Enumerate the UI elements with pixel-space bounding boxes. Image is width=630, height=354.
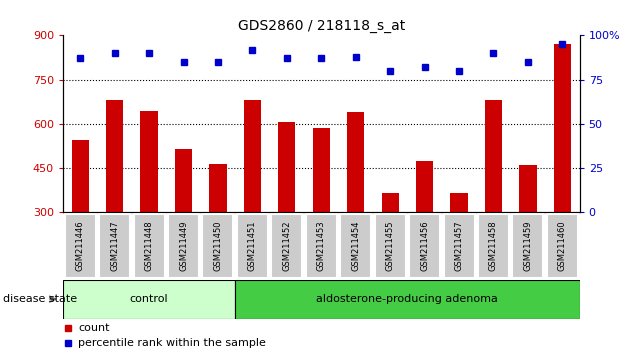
Text: GSM211446: GSM211446 <box>76 221 84 272</box>
Bar <box>485 100 502 212</box>
FancyBboxPatch shape <box>375 214 406 278</box>
Text: GSM211451: GSM211451 <box>248 221 257 271</box>
Text: aldosterone-producing adenoma: aldosterone-producing adenoma <box>316 294 498 304</box>
Bar <box>72 140 89 212</box>
Bar <box>312 128 330 212</box>
Bar <box>416 161 433 212</box>
Bar <box>175 149 192 212</box>
Bar <box>106 100 123 212</box>
Text: GSM211460: GSM211460 <box>558 221 567 272</box>
FancyBboxPatch shape <box>306 214 337 278</box>
FancyBboxPatch shape <box>235 280 580 319</box>
Bar <box>140 110 158 212</box>
Text: GSM211448: GSM211448 <box>145 221 154 272</box>
Bar <box>382 193 399 212</box>
Text: GSM211453: GSM211453 <box>317 221 326 272</box>
Text: disease state: disease state <box>3 294 77 304</box>
Bar <box>278 122 295 212</box>
Bar <box>244 100 261 212</box>
Text: GSM211457: GSM211457 <box>455 221 464 272</box>
Title: GDS2860 / 218118_s_at: GDS2860 / 218118_s_at <box>238 19 405 33</box>
Bar <box>209 164 227 212</box>
FancyBboxPatch shape <box>237 214 268 278</box>
FancyBboxPatch shape <box>444 214 474 278</box>
FancyBboxPatch shape <box>547 214 578 278</box>
FancyBboxPatch shape <box>134 214 164 278</box>
Text: count: count <box>79 322 110 332</box>
Text: GSM211447: GSM211447 <box>110 221 119 272</box>
Text: GSM211455: GSM211455 <box>386 221 394 271</box>
Text: GSM211458: GSM211458 <box>489 221 498 272</box>
FancyBboxPatch shape <box>65 214 96 278</box>
Bar <box>347 112 364 212</box>
Text: GSM211450: GSM211450 <box>214 221 222 271</box>
Text: GSM211449: GSM211449 <box>179 221 188 271</box>
FancyBboxPatch shape <box>512 214 544 278</box>
Text: GSM211459: GSM211459 <box>524 221 532 271</box>
Text: GSM211454: GSM211454 <box>352 221 360 271</box>
Text: control: control <box>130 294 168 304</box>
Text: percentile rank within the sample: percentile rank within the sample <box>79 338 266 348</box>
FancyBboxPatch shape <box>168 214 199 278</box>
FancyBboxPatch shape <box>202 214 234 278</box>
FancyBboxPatch shape <box>272 214 302 278</box>
FancyBboxPatch shape <box>99 214 130 278</box>
Bar <box>554 44 571 212</box>
FancyBboxPatch shape <box>478 214 509 278</box>
FancyBboxPatch shape <box>63 280 235 319</box>
Bar <box>450 193 467 212</box>
Text: GSM211456: GSM211456 <box>420 221 429 272</box>
FancyBboxPatch shape <box>409 214 440 278</box>
Text: GSM211452: GSM211452 <box>282 221 291 271</box>
FancyBboxPatch shape <box>340 214 371 278</box>
Bar <box>519 165 537 212</box>
